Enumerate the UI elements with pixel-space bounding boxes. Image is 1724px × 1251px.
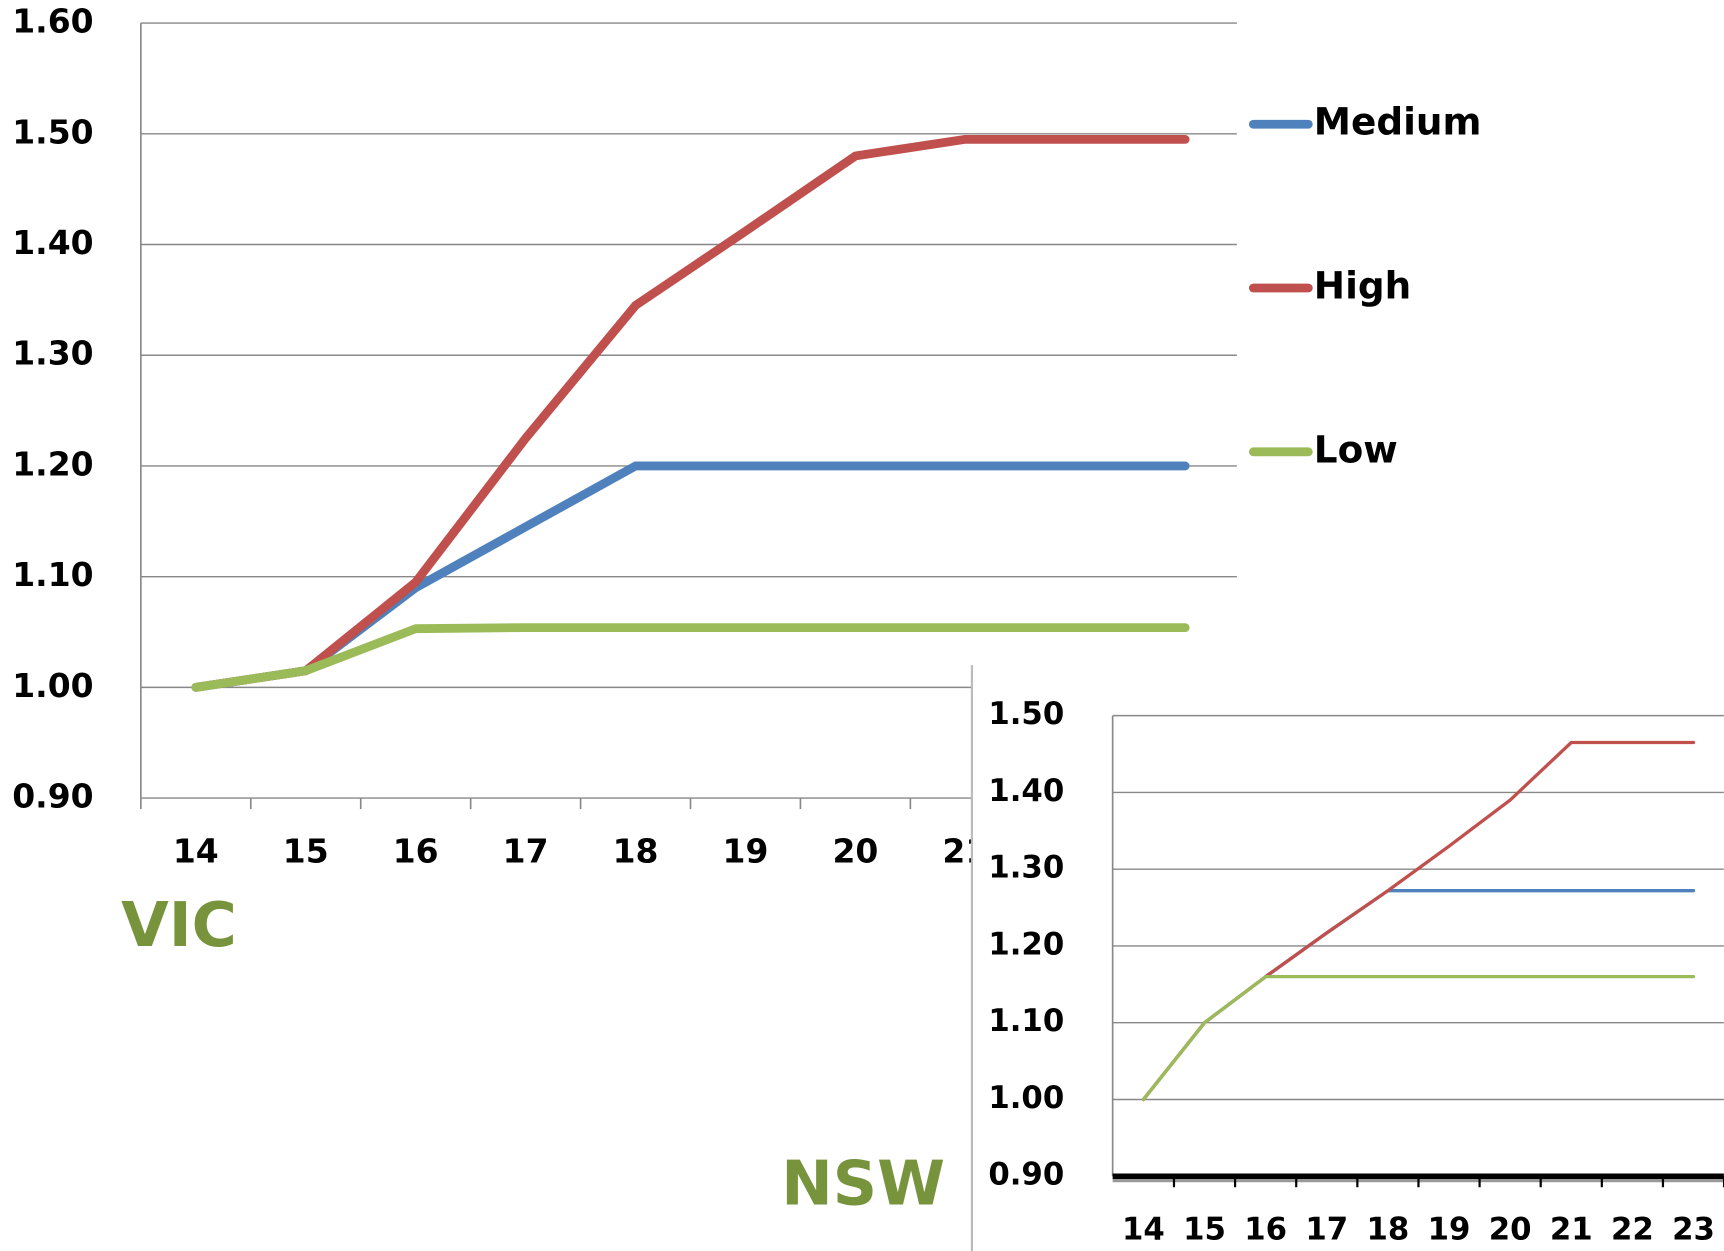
chart-label: VIC <box>121 889 237 961</box>
x-tick-label: 19 <box>1428 1212 1471 1248</box>
x-tick-label: 20 <box>832 832 878 871</box>
x-tick-label: 21 <box>1550 1212 1593 1248</box>
x-tick-label: 16 <box>393 832 439 871</box>
series-line <box>191 134 1190 692</box>
x-tick-label: 15 <box>1183 1212 1226 1248</box>
x-tick-label: 17 <box>1305 1212 1348 1248</box>
x-tick-label: 17 <box>503 832 549 871</box>
y-tick-label: 0.90 <box>988 1157 1064 1193</box>
y-tick-label: 1.50 <box>12 112 93 151</box>
series-line <box>191 623 1190 692</box>
x-tick-label: 18 <box>613 832 659 871</box>
y-tick-label: 1.00 <box>12 666 93 705</box>
legend-label: Medium <box>1314 100 1482 144</box>
y-tick-label: 1.60 <box>12 2 93 41</box>
x-tick-label: 16 <box>1244 1212 1287 1248</box>
series-line <box>1141 975 1696 1102</box>
x-tick-label: 19 <box>723 832 769 871</box>
y-tick-label: 1.10 <box>12 555 93 594</box>
inset-background <box>971 665 1724 1251</box>
y-tick-label: 1.10 <box>988 1003 1064 1039</box>
y-tick-label: 1.00 <box>988 1080 1064 1116</box>
legend-label: Low <box>1314 427 1398 471</box>
x-tick-label: 14 <box>1122 1212 1165 1248</box>
y-tick-label: 1.30 <box>988 850 1064 886</box>
x-tick-label: 23 <box>1672 1212 1715 1248</box>
x-tick-label: 15 <box>283 832 329 871</box>
y-tick-label: 1.20 <box>988 926 1064 962</box>
y-tick-label: 1.50 <box>988 696 1064 732</box>
x-tick-label: 22 <box>1611 1212 1654 1248</box>
chart-label: NSW <box>781 1147 945 1219</box>
x-tick-label: 14 <box>173 832 219 871</box>
y-tick-label: 1.20 <box>12 444 93 483</box>
y-tick-label: 0.90 <box>12 777 93 816</box>
x-tick-label: 18 <box>1366 1212 1409 1248</box>
legend-label: High <box>1314 264 1411 308</box>
y-tick-label: 1.40 <box>988 773 1064 809</box>
y-tick-label: 1.40 <box>12 223 93 262</box>
x-tick-label: 20 <box>1489 1212 1532 1248</box>
y-tick-label: 1.30 <box>12 334 93 373</box>
